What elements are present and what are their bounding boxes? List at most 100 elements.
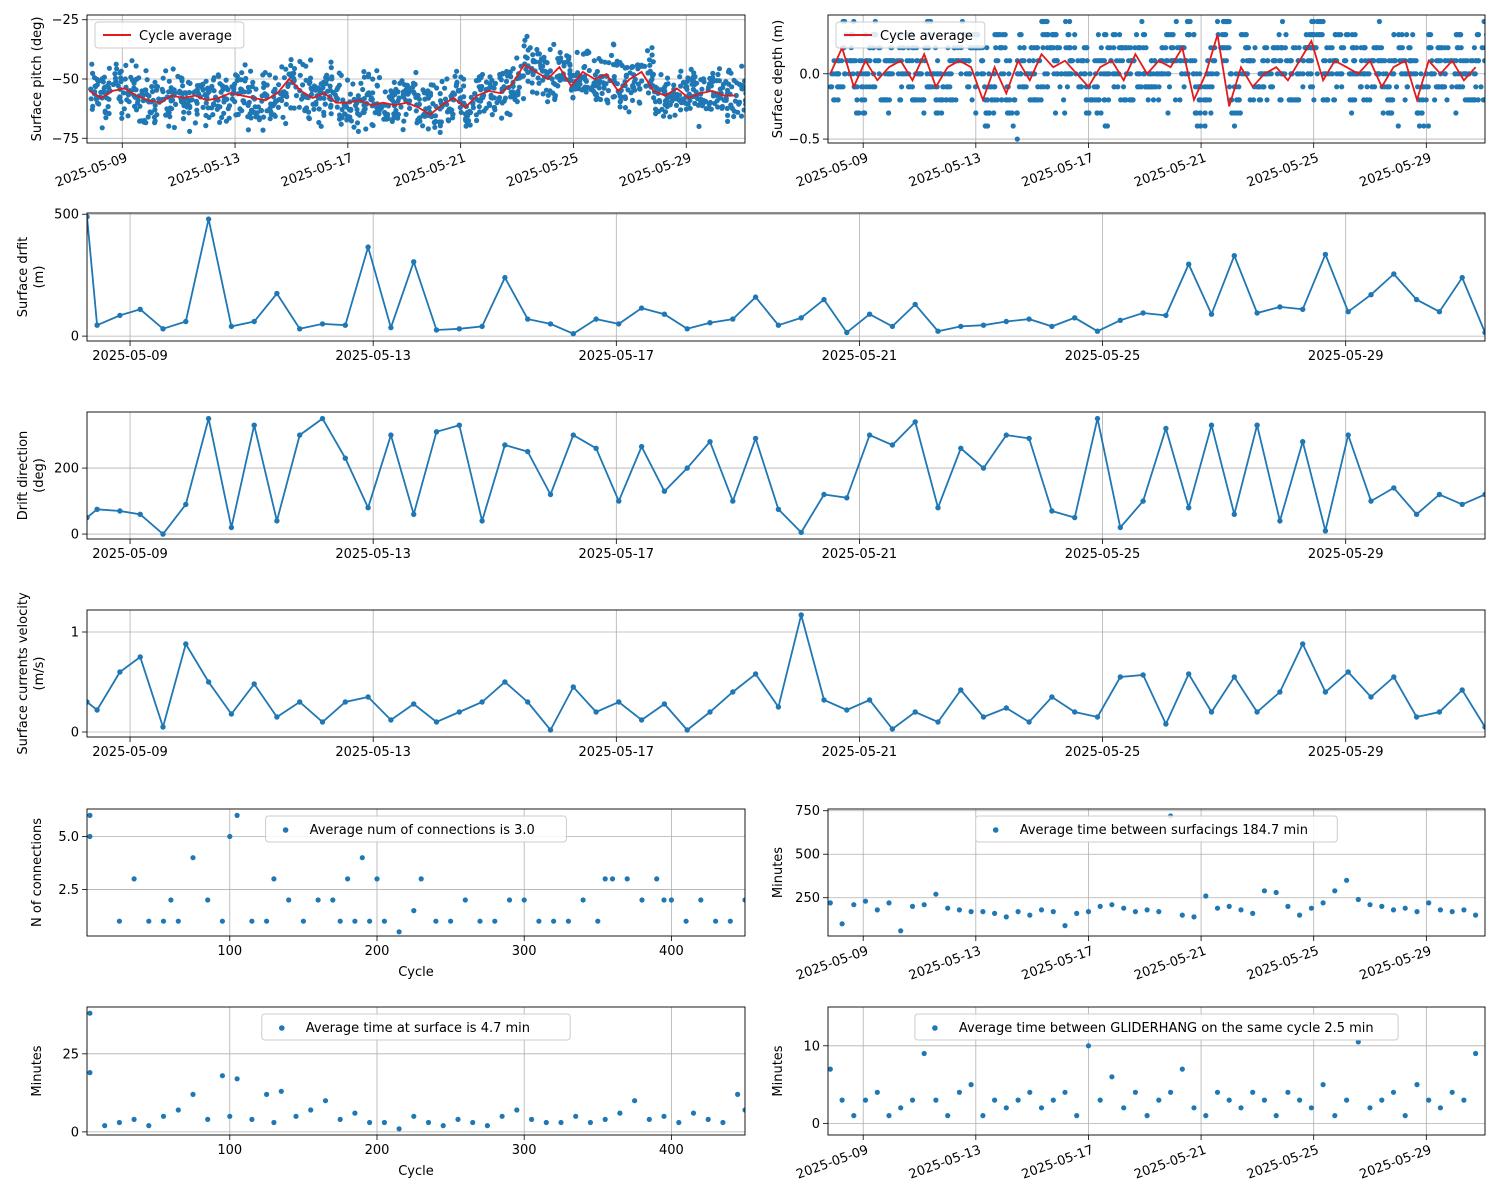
data-point [775,506,782,512]
data-point [1117,524,1124,531]
data-point [271,1119,277,1126]
data-point [731,113,737,120]
data-point [293,93,300,99]
data-point [909,84,916,90]
data-point [1094,110,1100,116]
data-point [163,68,169,74]
data-point [947,84,953,90]
data-point [1351,58,1358,64]
data-point [558,1119,564,1126]
data-point [306,80,312,86]
data-point [293,1113,299,1119]
x-tick-label: 2025-05-09 [92,349,168,364]
data-point [259,93,265,99]
data-point [1132,909,1138,915]
data-point [131,85,137,91]
data-point [602,59,608,65]
data-point [334,104,340,110]
data-point [730,498,736,504]
data-point [280,114,286,120]
data-point [879,97,885,103]
data-point [735,1091,741,1097]
data-point [467,108,473,114]
data-point [608,52,615,59]
data-point [308,57,314,63]
x-tick-label: 200 [365,1143,390,1158]
data-point [870,84,876,90]
data-point [338,72,344,78]
legend-label: Average num of connections is 3.0 [310,823,535,838]
y-tick-label: 25 [62,1047,79,1062]
data-point [1419,110,1425,116]
y-tick-label: 0 [71,1125,79,1140]
data-point [525,78,531,84]
data-point [547,68,554,74]
data-point [1314,18,1320,25]
data-point [1163,721,1169,727]
data-point [1283,31,1289,38]
data-point [396,1126,402,1132]
data-point [617,93,623,99]
data-point [915,58,921,64]
legend-box [261,1013,571,1041]
data-point [458,95,464,101]
data-point [105,104,111,110]
data-point [1380,71,1387,77]
data-point [593,316,599,322]
data-point [234,1076,240,1082]
data-point [138,118,144,124]
panel-time-between-surfacings: 2025-05-09 2025-05-13 2025-05-17 2025-05-21… [771,804,1486,984]
data-point [389,118,395,124]
data-point [1449,84,1455,90]
legend-box [914,1013,1399,1041]
data-point [992,1097,998,1103]
data-point [360,86,366,93]
data-point [1395,123,1401,129]
data-point [536,80,542,86]
data-point [1032,97,1038,103]
data-point [137,654,143,660]
x-tick-label: 2025-05-21 [1132,1143,1208,1183]
data-point [407,98,413,104]
data-point [342,699,348,705]
data-point [622,65,628,71]
x-tick-label: 2025-05-29 [1358,944,1434,984]
data-point [160,326,166,332]
data-point [1038,1105,1045,1111]
data-point [566,54,572,60]
data-point [112,75,119,81]
data-point [149,89,156,95]
data-point [210,112,216,118]
data-point [456,422,462,428]
data-point [664,75,671,81]
data-point [1415,84,1421,90]
data-point [1228,71,1234,77]
data-point [355,110,361,117]
axes-frame [86,808,746,937]
legend-label: Cycle average [139,29,232,44]
data-point [200,81,206,87]
data-point [1236,97,1242,103]
data-point [322,101,328,107]
data-point [1379,903,1385,910]
data-point [529,80,535,86]
data-point [396,95,402,101]
data-point [1279,45,1285,51]
data-point [267,72,273,78]
y-axis-label: Surface currents velocity [16,592,31,755]
data-point [1132,1089,1138,1095]
data-point [1097,903,1103,910]
data-point [539,64,545,70]
x-tick-label: 2025-05-17 [579,547,655,562]
data-point [94,707,100,713]
data-point [649,45,655,51]
data-point [442,85,448,91]
data-point [1163,45,1169,51]
data-point [272,88,278,95]
data-point [166,123,172,129]
data-point [570,95,576,101]
data-point [376,111,382,117]
data-point [616,699,622,705]
data-point [1028,45,1034,51]
data-point [935,71,941,77]
